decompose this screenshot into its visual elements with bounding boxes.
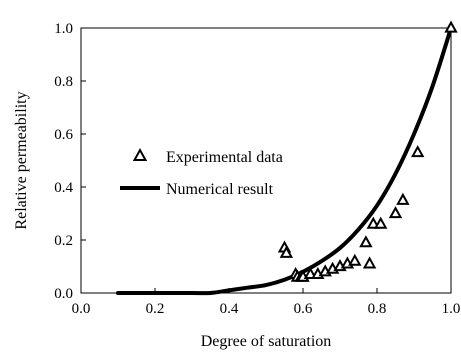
x-tick-label: 1.0 bbox=[442, 301, 461, 317]
y-tick-label: 0.8 bbox=[54, 74, 73, 90]
x-tick-label: 0.2 bbox=[146, 301, 165, 317]
y-tick-label: 0.2 bbox=[54, 233, 73, 249]
data-point bbox=[411, 145, 425, 158]
data-point bbox=[279, 245, 294, 258]
legend-label-numerical: Numerical result bbox=[166, 181, 274, 198]
y-tick-label: 0.0 bbox=[54, 286, 73, 302]
y-axis-label: Relative permeability bbox=[13, 91, 30, 229]
x-tick-label: 0.8 bbox=[368, 301, 387, 317]
legend-label-experimental: Experimental data bbox=[166, 149, 283, 166]
data-point bbox=[374, 216, 388, 229]
legend-marker-experimental bbox=[132, 148, 148, 161]
data-point bbox=[359, 235, 373, 248]
x-axis-label: Degree of saturation bbox=[201, 333, 332, 350]
y-tick-label: 0.6 bbox=[54, 127, 73, 143]
x-tick-label: 0.0 bbox=[72, 301, 91, 317]
data-point bbox=[388, 206, 403, 219]
data-point bbox=[348, 253, 362, 266]
x-tick-label: 0.4 bbox=[220, 301, 239, 317]
data-point bbox=[303, 266, 318, 280]
data-point bbox=[444, 20, 458, 33]
y-tick-label: 1.0 bbox=[54, 21, 73, 37]
data-point bbox=[366, 216, 380, 229]
y-tick-label: 0.4 bbox=[54, 180, 73, 196]
data-point bbox=[396, 192, 410, 205]
plot-frame bbox=[80, 27, 452, 294]
x-tick-label: 0.6 bbox=[294, 301, 313, 317]
data-point bbox=[362, 256, 377, 269]
